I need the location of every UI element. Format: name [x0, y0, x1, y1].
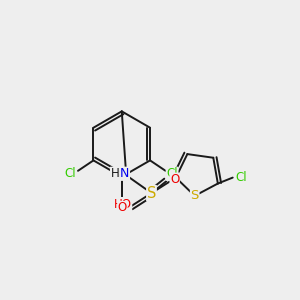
Text: Cl: Cl — [166, 167, 178, 180]
Text: Cl: Cl — [235, 170, 247, 184]
Text: S: S — [190, 189, 199, 202]
Text: H: H — [111, 167, 119, 180]
Text: HO: HO — [114, 198, 132, 211]
Text: O: O — [170, 173, 179, 186]
Text: N: N — [120, 167, 129, 180]
Text: Cl: Cl — [65, 167, 76, 180]
Text: S: S — [147, 186, 156, 201]
Text: O: O — [118, 202, 127, 214]
